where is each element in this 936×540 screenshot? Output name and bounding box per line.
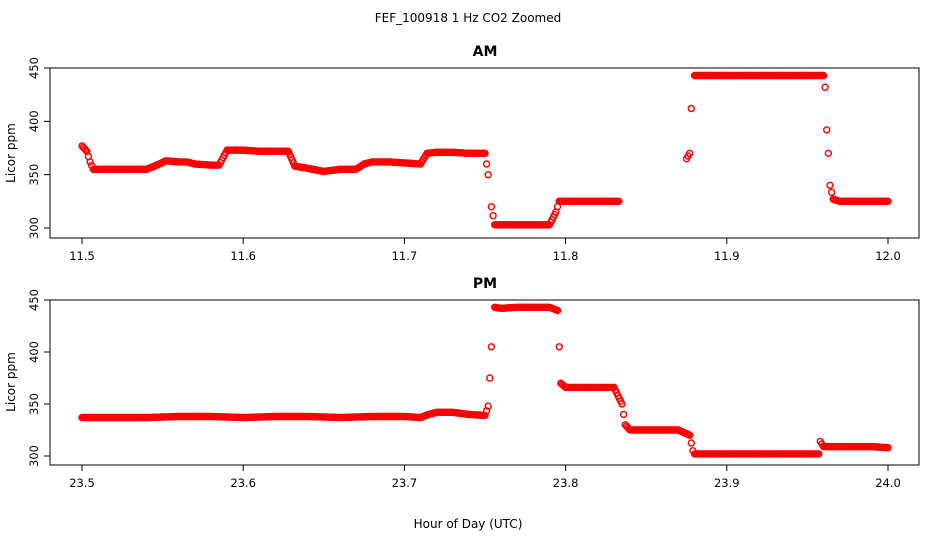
- pm-y-tick-label: 300: [27, 445, 41, 467]
- am-data-point: [686, 149, 694, 158]
- pm-data-point: [815, 450, 823, 458]
- pm-data-point: [484, 402, 492, 410]
- am-data-point: [826, 181, 834, 190]
- pm-y-tick-label: 450: [27, 289, 41, 311]
- am-data-point: [884, 197, 892, 206]
- am-data-point: [484, 170, 492, 179]
- am-y-tick-label: 300: [27, 217, 41, 239]
- am-data-point: [482, 160, 491, 168]
- am-panel-title: AM: [473, 44, 498, 60]
- am-x-ticks: 11.5 11.6 11.7 11.8 11.9 12.0: [69, 238, 901, 263]
- am-x-tick-label: 11.8: [553, 249, 579, 263]
- pm-x-tick-label: 24.0: [875, 476, 901, 490]
- pm-x-tick-label: 23.8: [553, 476, 579, 490]
- am-data-point: [824, 149, 833, 158]
- pm-data-point: [481, 411, 489, 420]
- am-x-tick-label: 12.0: [875, 249, 901, 263]
- am-data-point: [487, 202, 496, 211]
- pm-data-point: [555, 343, 563, 351]
- pm-y-tick-label: 400: [27, 341, 41, 363]
- pm-x-tick-label: 23.5: [69, 476, 95, 490]
- am-data-point: [827, 188, 836, 197]
- pm-y-tick-label: 350: [27, 393, 41, 415]
- pm-data-point: [687, 439, 695, 447]
- am-y-axis-label: Licor ppm: [4, 123, 18, 183]
- am-x-tick-label: 11.5: [69, 249, 95, 263]
- pm-x-tick-label: 23.9: [714, 476, 740, 490]
- pm-data-point: [619, 410, 628, 419]
- pm-x-ticks: 23.5 23.6 23.7 23.8 23.9 24.0: [69, 465, 901, 490]
- am-data-point: [687, 104, 695, 113]
- pm-data-point: [553, 306, 562, 315]
- pm-data-point: [487, 343, 496, 351]
- am-data-point: [821, 83, 829, 91]
- pm-data-point: [884, 444, 892, 452]
- am-y-tick-label: 350: [27, 164, 41, 186]
- pm-panel-title: PM: [473, 276, 497, 292]
- pm-data-point: [482, 407, 491, 415]
- am-x-tick-label: 11.9: [714, 249, 740, 263]
- figure-title: FEF_100918 1 Hz CO2 Zoomed: [375, 11, 561, 25]
- pm-data-point: [486, 374, 494, 382]
- pm-data-point: [686, 431, 694, 439]
- pm-points: [78, 303, 892, 458]
- am-y-ticks: 300 350 400 450: [27, 57, 50, 239]
- am-data-point: [489, 211, 497, 220]
- am-data-point: [823, 126, 831, 134]
- am-data-point: [481, 149, 489, 158]
- pm-x-tick-label: 23.7: [392, 476, 418, 490]
- pm-data-point: [618, 400, 626, 408]
- pm-y-ticks: 300 350 400 450: [27, 289, 50, 467]
- am-x-tick-label: 11.7: [392, 249, 418, 263]
- am-points: [78, 71, 892, 229]
- pm-plot-frame: [49, 299, 920, 466]
- am-x-tick-label: 11.6: [230, 249, 256, 263]
- am-data-point: [615, 197, 623, 206]
- am-data-point: [86, 158, 94, 166]
- pm-panel: PM Licor ppm 23.5 23.6 23.7 23.8 23.9 24.0 30…: [4, 276, 920, 490]
- am-plot-frame: [49, 67, 920, 239]
- am-y-tick-label: 400: [27, 110, 41, 132]
- pm-y-axis-label: Licor ppm: [4, 352, 18, 412]
- am-data-point: [819, 71, 828, 80]
- am-data-point: [81, 146, 90, 154]
- am-y-tick-label: 450: [27, 57, 41, 79]
- am-panel: AM Licor ppm 11.5 11.6 11.7 11.8 11.9 12.0 30…: [4, 44, 920, 263]
- x-axis-label: Hour of Day (UTC): [414, 517, 523, 531]
- pm-x-tick-label: 23.6: [230, 476, 256, 490]
